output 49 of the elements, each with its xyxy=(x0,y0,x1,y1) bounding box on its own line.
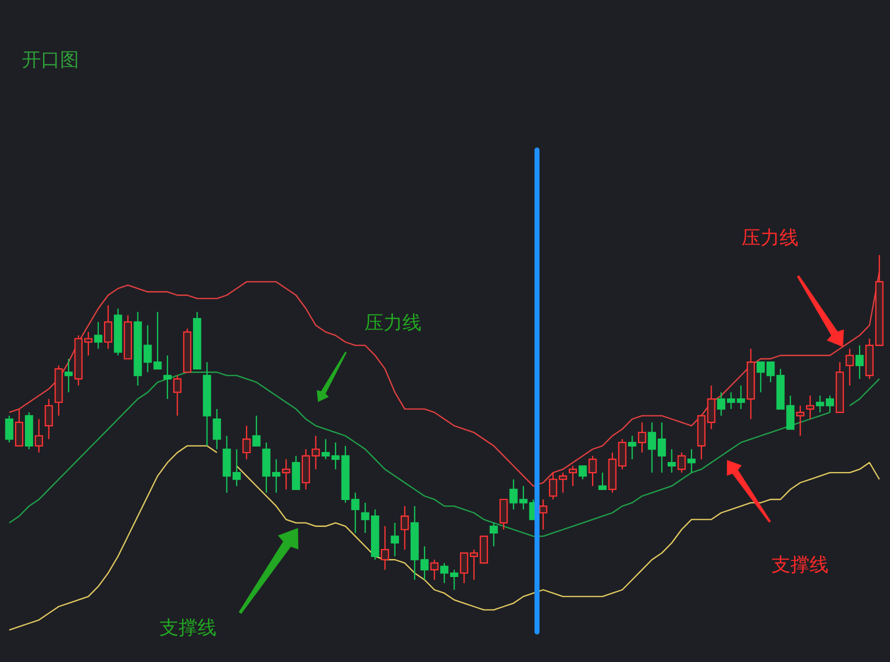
candlestick xyxy=(786,395,794,430)
candlestick xyxy=(460,552,468,584)
candlestick xyxy=(628,435,636,460)
candlestick xyxy=(598,472,607,490)
candlestick xyxy=(430,559,439,580)
candlestick xyxy=(558,472,568,494)
candlestick xyxy=(84,331,92,356)
candlestick xyxy=(15,408,24,446)
candlestick xyxy=(5,415,14,444)
candlestick xyxy=(490,522,498,547)
text: 压力线 xyxy=(742,227,798,249)
candlestick xyxy=(816,395,824,413)
candlestick xyxy=(500,498,508,530)
candlestick xyxy=(678,452,686,474)
candlestick xyxy=(34,418,44,454)
candlestick xyxy=(568,465,577,487)
annotation: 压力线 xyxy=(364,312,422,334)
candlestick xyxy=(855,344,864,380)
candlestick xyxy=(736,384,746,410)
candlestick xyxy=(470,549,478,580)
candlestick xyxy=(64,358,73,393)
candlestick xyxy=(400,506,409,550)
candlestick xyxy=(212,408,221,450)
candlestick xyxy=(588,455,597,487)
candlestick xyxy=(173,374,182,416)
candlestick xyxy=(846,348,854,386)
candlestick xyxy=(380,526,390,570)
candlestick xyxy=(390,522,399,557)
text: 支撑线 xyxy=(160,617,216,639)
chart-title: 开口图 xyxy=(22,49,79,71)
candlestick xyxy=(806,395,814,420)
candlestick xyxy=(252,415,261,446)
candlestick xyxy=(163,354,172,400)
candlestick xyxy=(509,478,518,510)
candlestick xyxy=(539,498,548,530)
candlestick xyxy=(242,425,251,460)
candlestick xyxy=(826,395,834,413)
candlestick xyxy=(796,405,804,436)
annotation: 支撑线 xyxy=(772,554,828,576)
candlestick xyxy=(668,448,676,474)
candlestick xyxy=(548,472,558,500)
candlestick xyxy=(578,465,587,480)
candlestick xyxy=(638,422,646,454)
candlestick xyxy=(44,398,53,440)
candlestick xyxy=(282,458,290,490)
candlestick xyxy=(104,304,112,350)
candlestick xyxy=(94,321,102,350)
candlestick xyxy=(687,448,696,474)
candlestick xyxy=(420,546,429,580)
